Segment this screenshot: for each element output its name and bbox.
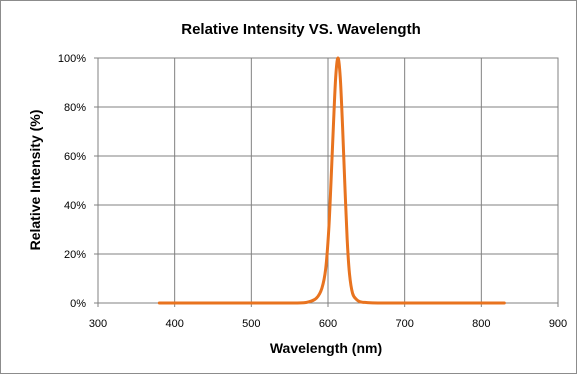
x-tick-label: 600 [319,318,337,330]
y-tick-label: 60% [64,151,86,163]
x-tick-label: 900 [549,318,567,330]
y-tick-label: 100% [58,53,86,65]
x-tick-label: 300 [89,318,107,330]
x-tick-label: 500 [242,318,260,330]
x-tick-label: 400 [165,318,183,330]
y-axis-label: Relative Intensity (%) [27,110,43,251]
series-layer [157,56,506,305]
x-axis-label: Wavelength (nm) [270,340,382,356]
series-line-0 [157,56,506,305]
y-tick-label: 0% [70,298,86,310]
y-tick-label: 80% [64,102,86,114]
x-tick-label: 800 [472,318,490,330]
plot-area [97,57,559,304]
x-tick-label: 700 [395,318,413,330]
chart-title: Relative Intensity VS. Wavelength [181,21,421,38]
y-tick-label: 20% [64,249,86,261]
y-tick-label: 40% [64,200,86,212]
tick-labels: 300 400 500 600 700 800 900 0% 20% 40% 60% 80% 100% [58,53,567,330]
